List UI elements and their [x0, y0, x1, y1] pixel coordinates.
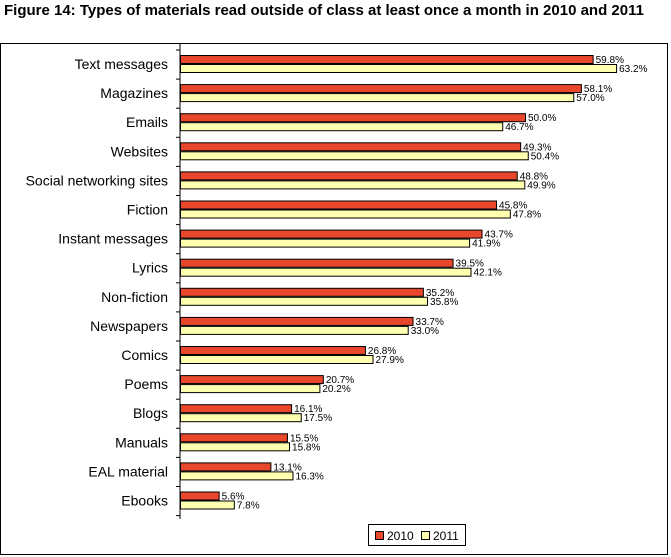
category-label: Blogs — [133, 405, 168, 421]
data-label-2010: 16.1% — [294, 404, 322, 415]
bar-2011 — [180, 442, 291, 452]
category-label: Emails — [126, 114, 168, 130]
data-label-2010: 58.1% — [584, 84, 612, 95]
bar-2010 — [180, 84, 582, 94]
category-label: Text messages — [75, 56, 168, 72]
category-label: Instant messages — [58, 231, 168, 247]
bar-2010 — [180, 229, 483, 239]
category-label: Comics — [121, 347, 168, 363]
data-label-2010: 20.7% — [326, 375, 354, 386]
data-label-2010: 33.7% — [416, 317, 444, 328]
data-label-2011: 42.1% — [473, 268, 501, 279]
bar-2011 — [180, 267, 472, 277]
data-label-2011: 17.5% — [304, 413, 332, 424]
bar-2011 — [180, 296, 429, 306]
data-label-2011: 35.8% — [430, 297, 458, 308]
data-label-2011: 50.4% — [531, 151, 559, 162]
legend-box — [368, 524, 466, 546]
bar-2010 — [180, 113, 526, 123]
legend-label-2011: 2011 — [433, 529, 459, 543]
bar-2010 — [180, 316, 414, 326]
data-label-2011: 41.9% — [472, 239, 500, 250]
data-label-2010: 50.0% — [528, 113, 556, 124]
data-label-2010: 48.8% — [520, 171, 548, 182]
bar-2010 — [180, 142, 522, 152]
data-label-2011: 15.8% — [292, 442, 320, 453]
bar-2010 — [180, 171, 518, 181]
data-label-2011: 16.3% — [295, 471, 323, 482]
category-label: Newspapers — [90, 318, 168, 334]
legend-swatch-2010 — [375, 531, 384, 540]
bar-2010 — [180, 258, 454, 268]
bar-2011 — [180, 93, 575, 103]
bar-2010 — [180, 491, 220, 501]
legend-swatch-2011 — [421, 531, 430, 540]
bar-2010 — [180, 287, 424, 297]
data-label-2010: 45.8% — [499, 201, 527, 212]
data-label-2010: 49.3% — [523, 142, 551, 153]
category-label: Websites — [111, 143, 168, 159]
category-label: Magazines — [100, 85, 168, 101]
chart-title: Figure 14: Types of materials read outsi… — [4, 2, 644, 19]
bar-2011 — [180, 413, 302, 423]
data-label-2010: 59.8% — [596, 55, 624, 66]
data-label-2010: 13.1% — [273, 462, 301, 473]
data-label-2011: 57.0% — [576, 93, 604, 104]
data-label-2010: 35.2% — [426, 288, 454, 299]
bar-2011 — [180, 209, 511, 219]
bar-2010 — [180, 375, 324, 385]
category-label: Non-fiction — [101, 289, 168, 305]
bar-2011 — [180, 64, 618, 73]
data-label-2010: 43.7% — [485, 230, 513, 241]
data-label-2011: 63.2% — [619, 64, 647, 75]
bar-2011 — [180, 355, 374, 364]
data-label-2011: 33.0% — [411, 326, 439, 337]
data-label-2011: 46.7% — [505, 122, 533, 133]
bar-2010 — [180, 433, 288, 443]
data-label-2010: 26.8% — [368, 346, 396, 357]
category-label: Ebooks — [121, 493, 168, 509]
bar-2010 — [180, 55, 594, 64]
bar-2010 — [180, 404, 293, 414]
bar-2010 — [180, 200, 498, 210]
data-label-2010: 15.5% — [290, 433, 318, 444]
data-label-2011: 47.8% — [513, 210, 541, 221]
category-label: Lyrics — [132, 260, 168, 276]
chart-frame: Text messages 59.8% 63.2% Magazines 58.1% 57.… — [0, 43, 668, 555]
category-label: EAL material — [88, 463, 168, 479]
bar-2011 — [180, 500, 235, 510]
bar-2010 — [180, 346, 366, 355]
bar-2010 — [180, 462, 272, 472]
data-label-2010: 5.6% — [222, 492, 245, 503]
data-label-2010: 39.5% — [456, 259, 484, 270]
bar-2011 — [180, 180, 526, 190]
data-label-2011: 7.8% — [237, 501, 260, 512]
bar-2011 — [180, 151, 529, 161]
bar-2011 — [180, 325, 409, 335]
category-label: Fiction — [127, 202, 168, 218]
legend-label-2010: 2010 — [387, 529, 414, 543]
category-label: Poems — [124, 376, 168, 392]
data-label-2011: 49.9% — [527, 180, 555, 191]
data-label-2011: 20.2% — [322, 384, 350, 395]
bar-chart: Text messages 59.8%63.2% Magazines 58.1%57.… — [26, 44, 648, 546]
bar-2011 — [180, 384, 321, 394]
bar-2011 — [180, 122, 504, 132]
category-label: Manuals — [115, 434, 168, 450]
bar-2011 — [180, 238, 471, 248]
bar-2011 — [180, 471, 294, 481]
category-label: Social networking sites — [26, 172, 168, 188]
data-label-2011: 27.9% — [376, 355, 404, 366]
